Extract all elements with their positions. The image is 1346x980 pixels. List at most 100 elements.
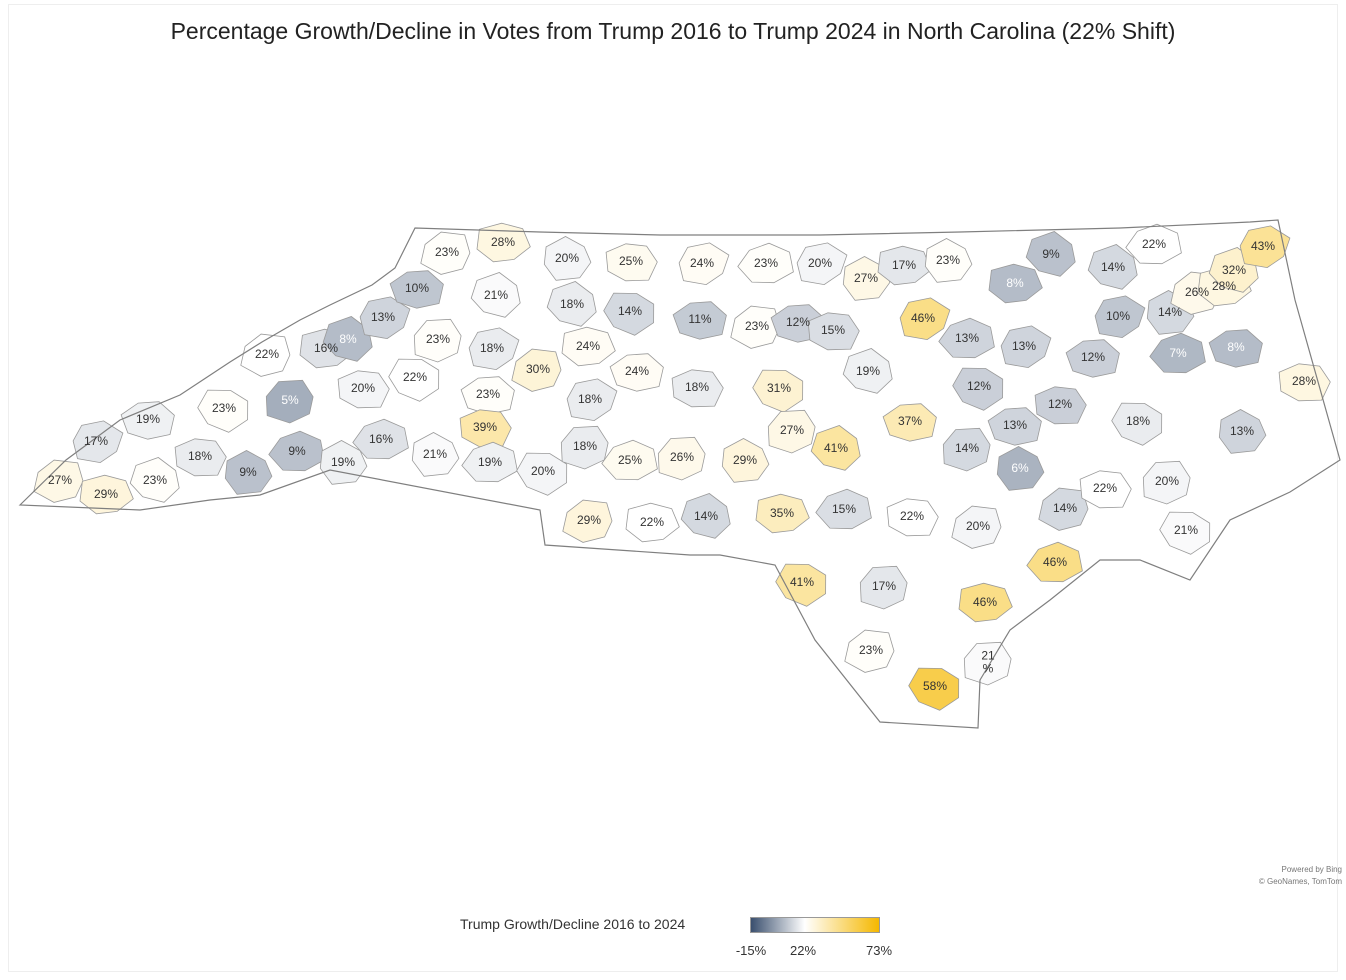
county-label: 22% xyxy=(640,515,664,529)
county-shape xyxy=(609,353,664,392)
county-shape xyxy=(319,440,368,485)
county-label: 41% xyxy=(824,441,848,455)
county-label: 12% xyxy=(786,315,810,329)
county-label: 13% xyxy=(1230,424,1254,438)
county-label: 23% xyxy=(859,643,883,657)
county-label: 17% xyxy=(872,579,896,593)
county-shape xyxy=(963,641,1012,686)
county-shape xyxy=(951,505,1002,549)
county-shape xyxy=(775,563,827,607)
county-label: 14% xyxy=(1101,260,1125,274)
credit-line-1: Powered by Bing xyxy=(1281,865,1342,874)
county-label: 27% xyxy=(48,473,72,487)
county-label: 18% xyxy=(560,297,584,311)
county-label: 24% xyxy=(576,339,600,353)
county-label: 22% xyxy=(1093,481,1117,495)
county-label: 37% xyxy=(898,414,922,428)
county-label: 41% xyxy=(790,575,814,589)
county-label: 9% xyxy=(1042,247,1060,261)
county-label: 28% xyxy=(1212,279,1236,293)
county-label: 21% xyxy=(423,447,447,461)
county-label: 20% xyxy=(1155,474,1179,488)
county-label: 19% xyxy=(856,364,880,378)
county-shape xyxy=(129,457,180,503)
county-shape xyxy=(815,488,872,530)
county-label: 43% xyxy=(1251,239,1275,253)
county-shape xyxy=(657,436,706,481)
county-label: 21% xyxy=(981,649,995,676)
county-shape xyxy=(755,493,810,534)
county-shape xyxy=(1038,487,1089,531)
county-shape xyxy=(1025,231,1076,277)
county-label: 35% xyxy=(770,506,794,520)
county-shape xyxy=(1065,339,1120,378)
county-shape xyxy=(388,358,440,402)
county-label: 20% xyxy=(966,519,990,533)
county-shape xyxy=(924,238,973,283)
county-label: 24% xyxy=(690,256,714,270)
county-label: 46% xyxy=(911,311,935,325)
county-label: 13% xyxy=(955,331,979,345)
county-label: 58% xyxy=(923,679,947,693)
county-label: 23% xyxy=(745,319,769,333)
county-label: 23% xyxy=(143,473,167,487)
county-shape xyxy=(1087,244,1138,290)
county-shape xyxy=(546,281,597,327)
county-label: 12% xyxy=(967,379,991,393)
county-label: 46% xyxy=(973,595,997,609)
county-label: 26% xyxy=(670,450,694,464)
county-label: 13% xyxy=(1012,339,1036,353)
map-credit: Powered by Bing © GeoNames, TomTom xyxy=(1259,864,1342,888)
county-shape xyxy=(1278,363,1331,402)
county-label: 18% xyxy=(573,439,597,453)
county-label: 18% xyxy=(685,380,709,394)
legend-title: Trump Growth/Decline 2016 to 2024 xyxy=(460,916,686,932)
county-shape xyxy=(958,582,1013,623)
county-shape xyxy=(1149,332,1206,374)
county-shape xyxy=(730,305,781,349)
county-label: 5% xyxy=(281,393,299,407)
county-shape xyxy=(120,401,175,440)
county-shape xyxy=(174,438,227,477)
county-shape xyxy=(1142,460,1191,505)
county-shape xyxy=(33,459,84,503)
county-shape xyxy=(671,369,724,408)
county-label: 22% xyxy=(900,509,924,523)
county-shape xyxy=(566,378,618,422)
county-shape xyxy=(987,407,1042,446)
county-shape xyxy=(807,312,860,351)
county-label: 24% xyxy=(625,364,649,378)
legend-max-label: 73% xyxy=(865,943,893,958)
county-label: 10% xyxy=(1106,309,1130,323)
county-shape xyxy=(752,369,804,413)
county-shape xyxy=(1079,470,1132,509)
map-frame xyxy=(8,4,1338,972)
county-label: 11% xyxy=(688,312,711,326)
county-label: 9% xyxy=(288,444,306,458)
county-label: 20% xyxy=(531,464,555,478)
county-shape xyxy=(680,493,731,539)
county-label: 17% xyxy=(892,258,916,272)
county-shape xyxy=(562,499,613,543)
county-shape xyxy=(625,502,680,543)
legend-mid-label: 22% xyxy=(789,943,817,958)
county-shape xyxy=(1111,402,1163,446)
county-label: 13% xyxy=(371,310,395,324)
county-label: 30% xyxy=(526,362,550,376)
county-shape xyxy=(337,370,390,409)
county-label: 23% xyxy=(476,387,500,401)
county-label: 10% xyxy=(405,281,429,295)
county-shape xyxy=(952,367,1004,411)
county-label: 23% xyxy=(212,401,236,415)
county-shape xyxy=(1159,511,1211,555)
county-label: 29% xyxy=(94,487,118,501)
county-shape xyxy=(767,409,816,454)
county-shape xyxy=(1239,225,1291,269)
county-label: 16% xyxy=(369,432,393,446)
county-label: 14% xyxy=(1053,501,1077,515)
county-layer xyxy=(33,222,1331,711)
county-label: 22% xyxy=(403,370,427,384)
county-shape xyxy=(882,403,937,442)
county-shape xyxy=(1094,295,1146,339)
county-label: 32% xyxy=(1222,263,1246,277)
